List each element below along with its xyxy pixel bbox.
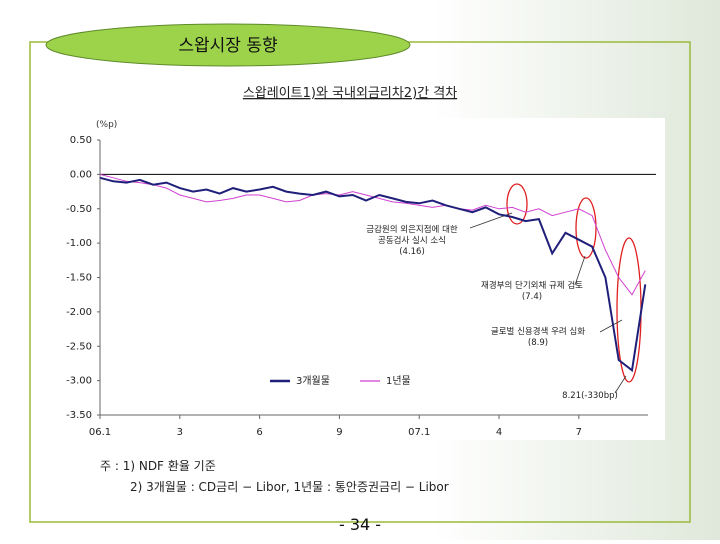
x-tick-label: 07.1 [408, 427, 430, 438]
annotation: 글로벌 신용경색 우려 심화 [491, 326, 585, 337]
annotation: (4.16) [399, 247, 425, 257]
legend-label: 1년물 [386, 375, 411, 387]
y-tick-label: -3.00 [66, 376, 92, 387]
y-tick-label: -2.00 [66, 307, 92, 318]
x-tick-label: 7 [576, 427, 582, 438]
chart-title: 스왑레이트1)와 국내외금리차2)간 격차 [243, 86, 457, 101]
y-tick-label: 0.50 [70, 135, 92, 146]
x-tick-label: 3 [177, 427, 183, 438]
y-tick-label: -0.50 [66, 204, 92, 215]
arrow [614, 375, 627, 394]
slide-title: 스왑시장 동향 [178, 36, 277, 56]
highlight [506, 183, 528, 225]
y-tick-label: -3.50 [66, 410, 92, 421]
arrow [599, 319, 623, 333]
footnote: 주 : 1) NDF 환율 기준 [100, 459, 216, 473]
annotation: 금감원의 외은지점에 대한 [366, 224, 458, 235]
annotation: (8.9) [528, 338, 548, 348]
page-number: - 34 - [339, 515, 381, 534]
legend-label: 3개월물 [296, 375, 330, 387]
footnote: 2) 3개월물 : CD금리 − Libor, 1년물 : 통안증권금리 − L… [130, 480, 449, 494]
annotation: 8.21(-330bp) [562, 391, 618, 401]
x-tick-label: 9 [336, 427, 342, 438]
x-tick-label: 6 [256, 427, 262, 438]
highlight [575, 197, 597, 259]
y-tick-label: -1.50 [66, 273, 92, 284]
annotation: (7.4) [522, 292, 542, 302]
annotation: 공동검사 실시 소식 [378, 235, 446, 246]
plot-area [55, 118, 665, 440]
arrow [574, 255, 586, 286]
y-axis-label: (%p) [96, 120, 117, 130]
y-tick-label: -1.00 [66, 238, 92, 249]
y-tick-label: -2.50 [66, 341, 92, 352]
x-tick-label: 06.1 [89, 427, 111, 438]
y-tick-label: 0.00 [70, 169, 92, 180]
annotation: 재경부의 단기외채 규제 검토 [481, 280, 583, 291]
title-badge [45, 23, 411, 67]
series-line [99, 176, 647, 373]
x-tick-label: 4 [496, 427, 502, 438]
